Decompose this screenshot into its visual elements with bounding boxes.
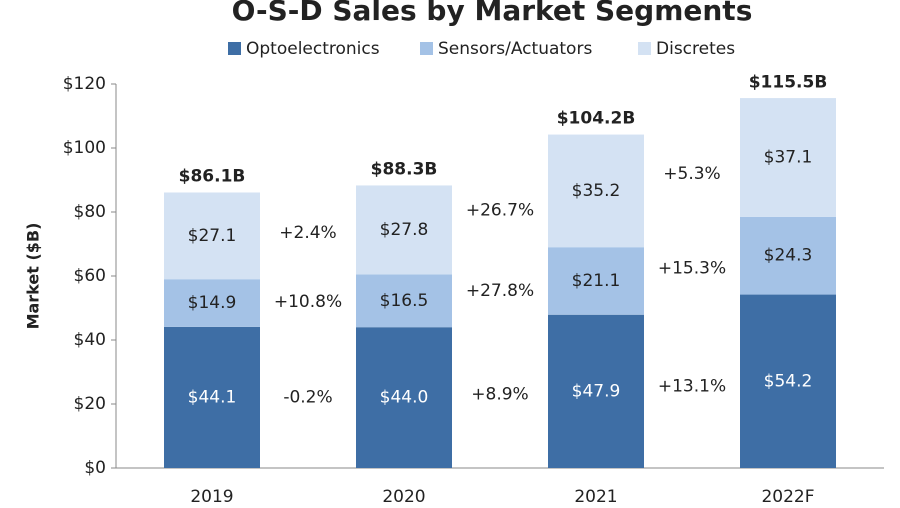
growth-label: +5.3%	[663, 164, 720, 184]
growth-label: +2.4%	[279, 223, 336, 243]
growth-label: +8.9%	[471, 384, 528, 404]
y-tick-label: $0	[84, 458, 106, 478]
value-label: $47.9	[572, 381, 621, 401]
y-tick-label: $20	[74, 394, 106, 414]
legend-label: Sensors/Actuators	[438, 39, 592, 59]
total-label: $104.2B	[557, 109, 636, 129]
total-label: $88.3B	[371, 159, 438, 179]
legend-swatch	[228, 42, 241, 55]
value-label: $16.5	[380, 291, 429, 311]
value-label: $54.2	[764, 371, 813, 391]
y-tick-label: $40	[74, 330, 106, 350]
growth-label: -0.2%	[283, 388, 332, 408]
bar-segment	[548, 314, 644, 468]
growth-label: +10.8%	[274, 292, 342, 312]
y-tick-label: $60	[74, 266, 106, 286]
legend-swatch	[420, 42, 433, 55]
y-tick-label: $80	[74, 202, 106, 222]
value-label: $44.1	[188, 387, 237, 407]
bar-segment	[356, 327, 452, 468]
growth-label: +15.3%	[658, 258, 726, 278]
value-label: $27.1	[188, 226, 237, 246]
bar-segment	[356, 274, 452, 328]
total-label: $115.5B	[749, 72, 828, 92]
bar-segment	[164, 279, 260, 327]
x-tick-label: 2021	[574, 487, 617, 507]
bar-segment	[164, 192, 260, 280]
y-tick-label: $100	[63, 138, 106, 158]
y-tick-label: $120	[63, 74, 106, 94]
growth-label: +13.1%	[658, 376, 726, 396]
growth-label: +27.8%	[466, 281, 534, 301]
value-label: $44.0	[380, 388, 429, 408]
bar-segment	[548, 247, 644, 315]
y-axis-label: Market ($B)	[24, 223, 43, 330]
growth-label: +26.7%	[466, 200, 534, 220]
bar-segment	[548, 134, 644, 248]
value-label: $14.9	[188, 293, 237, 313]
legend-label: Optoelectronics	[246, 39, 380, 59]
x-tick-label: 2022F	[761, 487, 814, 507]
bar-segment	[740, 216, 836, 295]
bar-segment	[356, 185, 452, 275]
x-tick-label: 2020	[382, 487, 425, 507]
bar-segment	[740, 98, 836, 217]
bar-segment	[164, 326, 260, 468]
value-label: $37.1	[764, 147, 813, 167]
bar-segment	[740, 294, 836, 468]
total-label: $86.1B	[179, 166, 246, 186]
value-label: $27.8	[380, 220, 429, 240]
legend-swatch	[638, 42, 651, 55]
value-label: $35.2	[572, 181, 621, 201]
x-tick-label: 2019	[190, 487, 233, 507]
legend-label: Discretes	[656, 39, 735, 59]
value-label: $24.3	[764, 246, 813, 266]
chart-title: O-S-D Sales by Market Segments	[232, 0, 753, 27]
value-label: $21.1	[572, 271, 621, 291]
